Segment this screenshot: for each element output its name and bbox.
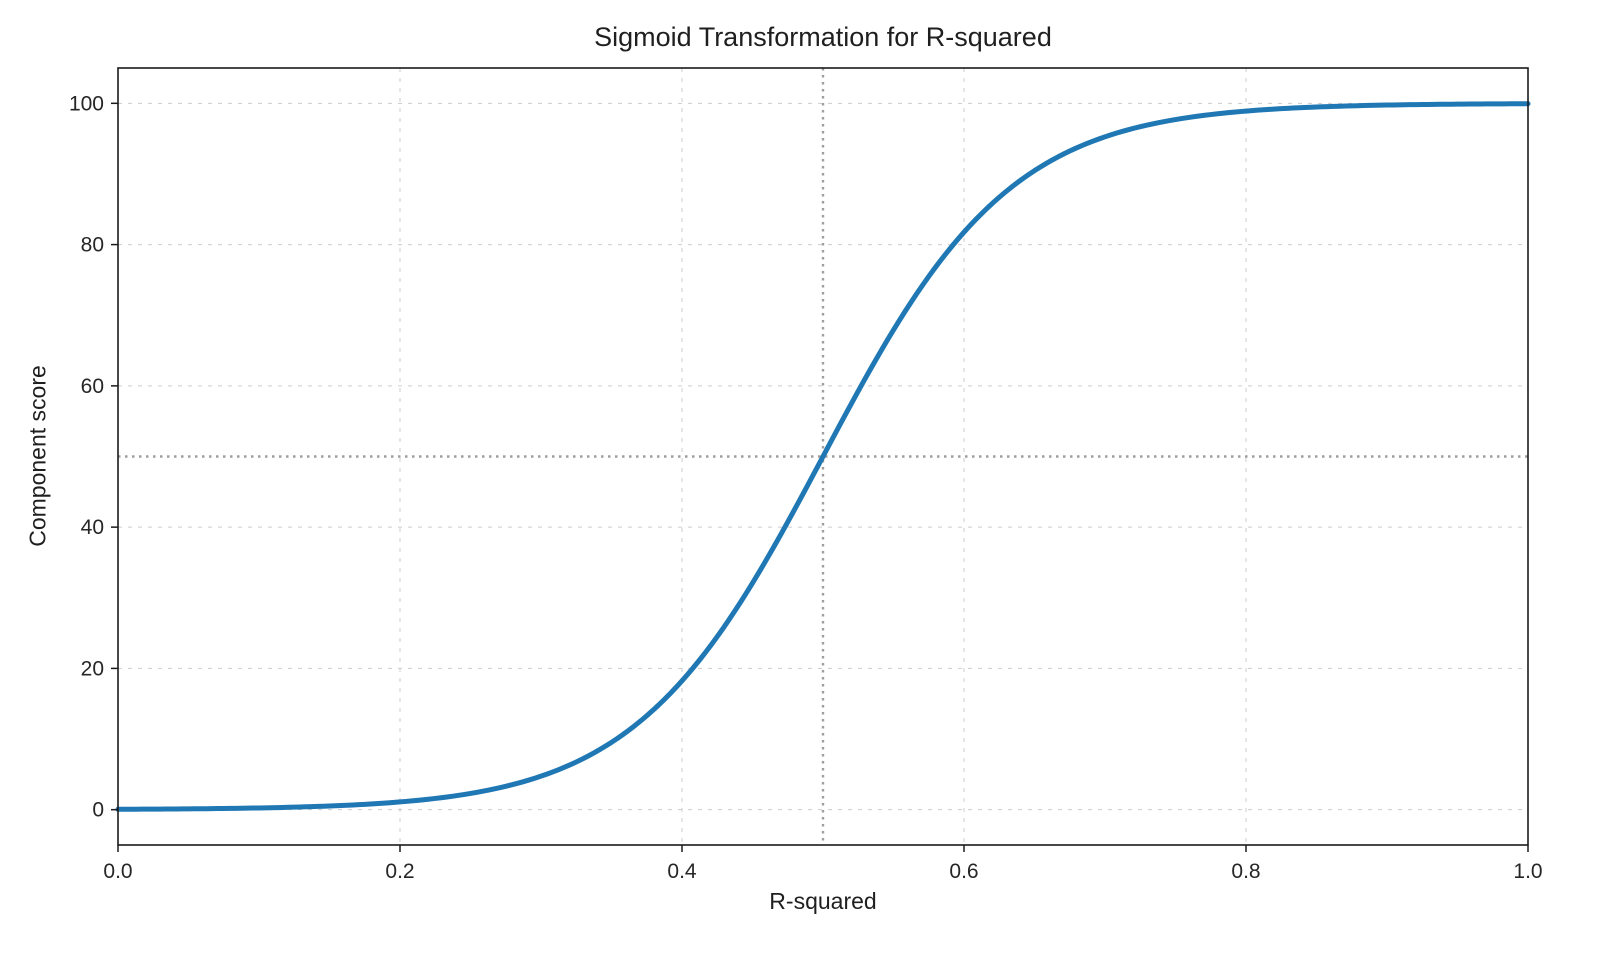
x-tick-label: 1.0 <box>1513 860 1542 883</box>
y-tick-label: 20 <box>81 657 104 680</box>
y-tick-label: 40 <box>81 516 104 539</box>
x-tick-label: 0.6 <box>949 860 978 883</box>
y-tick-label: 80 <box>81 234 104 257</box>
x-tick-label: 0.0 <box>103 860 132 883</box>
chart-title: Sigmoid Transformation for R-squared <box>594 22 1052 52</box>
plot-border <box>117 67 1529 846</box>
x-tick-label: 0.4 <box>667 860 697 883</box>
y-tick-label: 100 <box>69 92 104 115</box>
y-tick-label: 0 <box>92 799 104 822</box>
x-axis-label: R-squared <box>769 888 877 914</box>
x-tick-label: 0.8 <box>1231 860 1260 883</box>
sigmoid-curve <box>115 101 1531 812</box>
y-tick-label: 60 <box>81 375 104 398</box>
x-tick-label: 0.2 <box>385 860 414 883</box>
